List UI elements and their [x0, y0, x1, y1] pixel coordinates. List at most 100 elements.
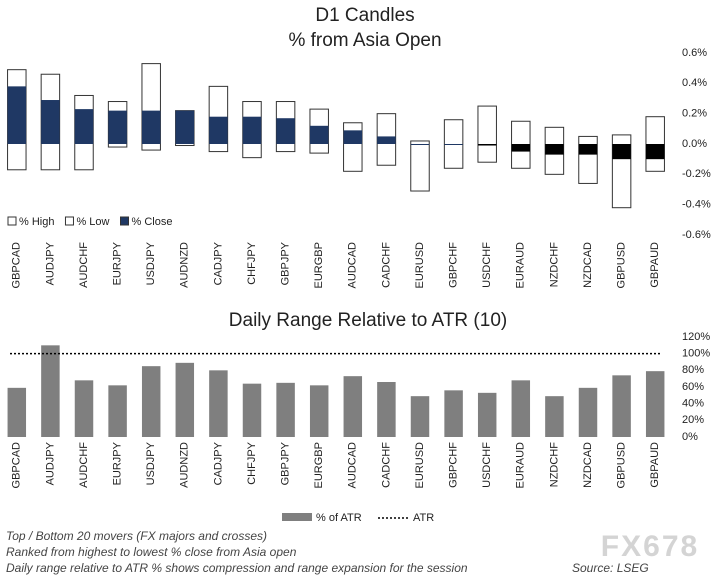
x-tick-label: EURGBP — [313, 242, 325, 288]
footnote: Top / Bottom 20 movers (FX majors and cr… — [6, 529, 267, 543]
x-tick-label: GBPAUD — [649, 242, 661, 288]
x-tick-label: EURAUD — [515, 442, 527, 489]
y-tick-label: 0.0% — [682, 138, 707, 150]
candle-close — [410, 144, 430, 145]
y-tick-label: 0.4% — [682, 77, 707, 89]
candle-close — [343, 130, 363, 144]
candle-close — [578, 144, 598, 155]
x-tick-label: NZDCAD — [582, 242, 594, 288]
bar — [141, 366, 161, 437]
bar — [108, 385, 127, 437]
y-tick-label: 60% — [682, 381, 704, 393]
bar — [377, 382, 396, 437]
footnote: Daily range relative to ATR % shows comp… — [6, 561, 468, 575]
candle-range — [477, 105, 497, 163]
x-tick-label: GBPJPY — [280, 241, 292, 285]
y-tick-label: -0.2% — [682, 168, 711, 180]
x-tick-label: AUDCAD — [347, 242, 359, 289]
y-tick-label: 40% — [682, 398, 704, 410]
x-tick-label: NZDCAD — [582, 442, 594, 488]
candle-close — [511, 144, 531, 152]
x-tick-label: GBPCHF — [448, 242, 460, 288]
legend-label: % of ATR — [316, 512, 362, 524]
chart-subtitle: % from Asia Open — [288, 30, 441, 51]
y-tick-label: 80% — [682, 364, 704, 376]
x-tick-label: AUDCHF — [78, 442, 90, 488]
x-tick-label: GBPCHF — [448, 442, 460, 488]
legend-label: % High — [19, 216, 54, 228]
candle-close — [7, 86, 27, 144]
x-tick-label: GBPUSD — [616, 442, 628, 489]
x-tick-label: USDCHF — [481, 442, 493, 488]
x-tick-label: USDJPY — [145, 441, 157, 485]
y-tick-label: -0.6% — [682, 229, 711, 241]
candle-close — [645, 144, 665, 160]
candle-close — [276, 118, 295, 144]
x-tick-label: CHFJPY — [246, 241, 258, 284]
source: Source: LSEG — [572, 561, 649, 575]
bar — [175, 362, 195, 437]
x-tick-label: EURGBP — [313, 442, 325, 488]
candle-close — [545, 144, 564, 155]
x-tick-label: CHFJPY — [246, 441, 258, 484]
x-tick-label: CADCHF — [380, 242, 392, 288]
legend-swatch — [7, 216, 17, 226]
candle-range — [343, 122, 363, 172]
candle-close — [41, 100, 60, 144]
legend-swatch — [282, 513, 312, 521]
candle-range — [578, 135, 598, 184]
x-tick-label: AUDNZD — [179, 442, 191, 488]
x-tick-label: NZDCHF — [548, 242, 560, 287]
x-tick-label: GBPCAD — [11, 242, 23, 289]
candle-close — [209, 116, 228, 144]
candle-range — [410, 140, 430, 192]
x-tick-label: AUDCAD — [347, 442, 359, 489]
bar — [545, 396, 564, 437]
candle-close — [175, 110, 195, 144]
y-tick-label: 0.6% — [682, 47, 707, 59]
x-tick-label: CADCHF — [380, 442, 392, 488]
footnote: Ranked from highest to lowest % close fr… — [6, 545, 297, 559]
candle-close — [477, 144, 497, 146]
bar — [7, 387, 27, 437]
x-tick-label: CADJPY — [212, 241, 224, 285]
bar — [74, 380, 94, 437]
candle-close — [242, 116, 262, 144]
x-tick-label: GBPUSD — [616, 242, 628, 289]
bar — [242, 383, 262, 437]
bar — [41, 345, 60, 437]
x-tick-label: EURAUD — [515, 242, 527, 289]
candle-close — [141, 110, 161, 144]
bar — [343, 376, 363, 437]
y-tick-label: 0% — [682, 431, 698, 443]
bar — [645, 371, 665, 437]
bar — [477, 392, 497, 437]
x-tick-label: AUDNZD — [179, 242, 191, 288]
legend-swatch — [120, 216, 129, 226]
bar — [410, 396, 430, 437]
bar — [444, 390, 463, 437]
bar — [511, 380, 531, 437]
candle-close — [612, 144, 631, 160]
legend-label: % Close — [132, 216, 173, 228]
x-tick-label: USDJPY — [145, 241, 157, 285]
bar — [612, 375, 631, 437]
legend-label: ATR — [413, 512, 434, 524]
x-tick-label: CADJPY — [212, 441, 224, 485]
x-tick-label: EURUSD — [414, 242, 426, 289]
y-tick-label: -0.4% — [682, 199, 711, 211]
candle-close — [108, 110, 127, 144]
x-tick-label: GBPAUD — [649, 442, 661, 488]
bar — [578, 387, 598, 437]
candle-close — [444, 144, 463, 145]
x-tick-label: EURUSD — [414, 442, 426, 489]
x-tick-label: GBPJPY — [280, 441, 292, 485]
x-tick-label: EURJPY — [112, 241, 124, 285]
candle-close — [377, 136, 396, 144]
y-tick-label: 100% — [682, 348, 710, 360]
bar — [209, 370, 228, 437]
x-tick-label: AUDCHF — [78, 242, 90, 288]
legend-swatch — [64, 216, 74, 226]
x-tick-label: GBPCAD — [11, 442, 23, 489]
